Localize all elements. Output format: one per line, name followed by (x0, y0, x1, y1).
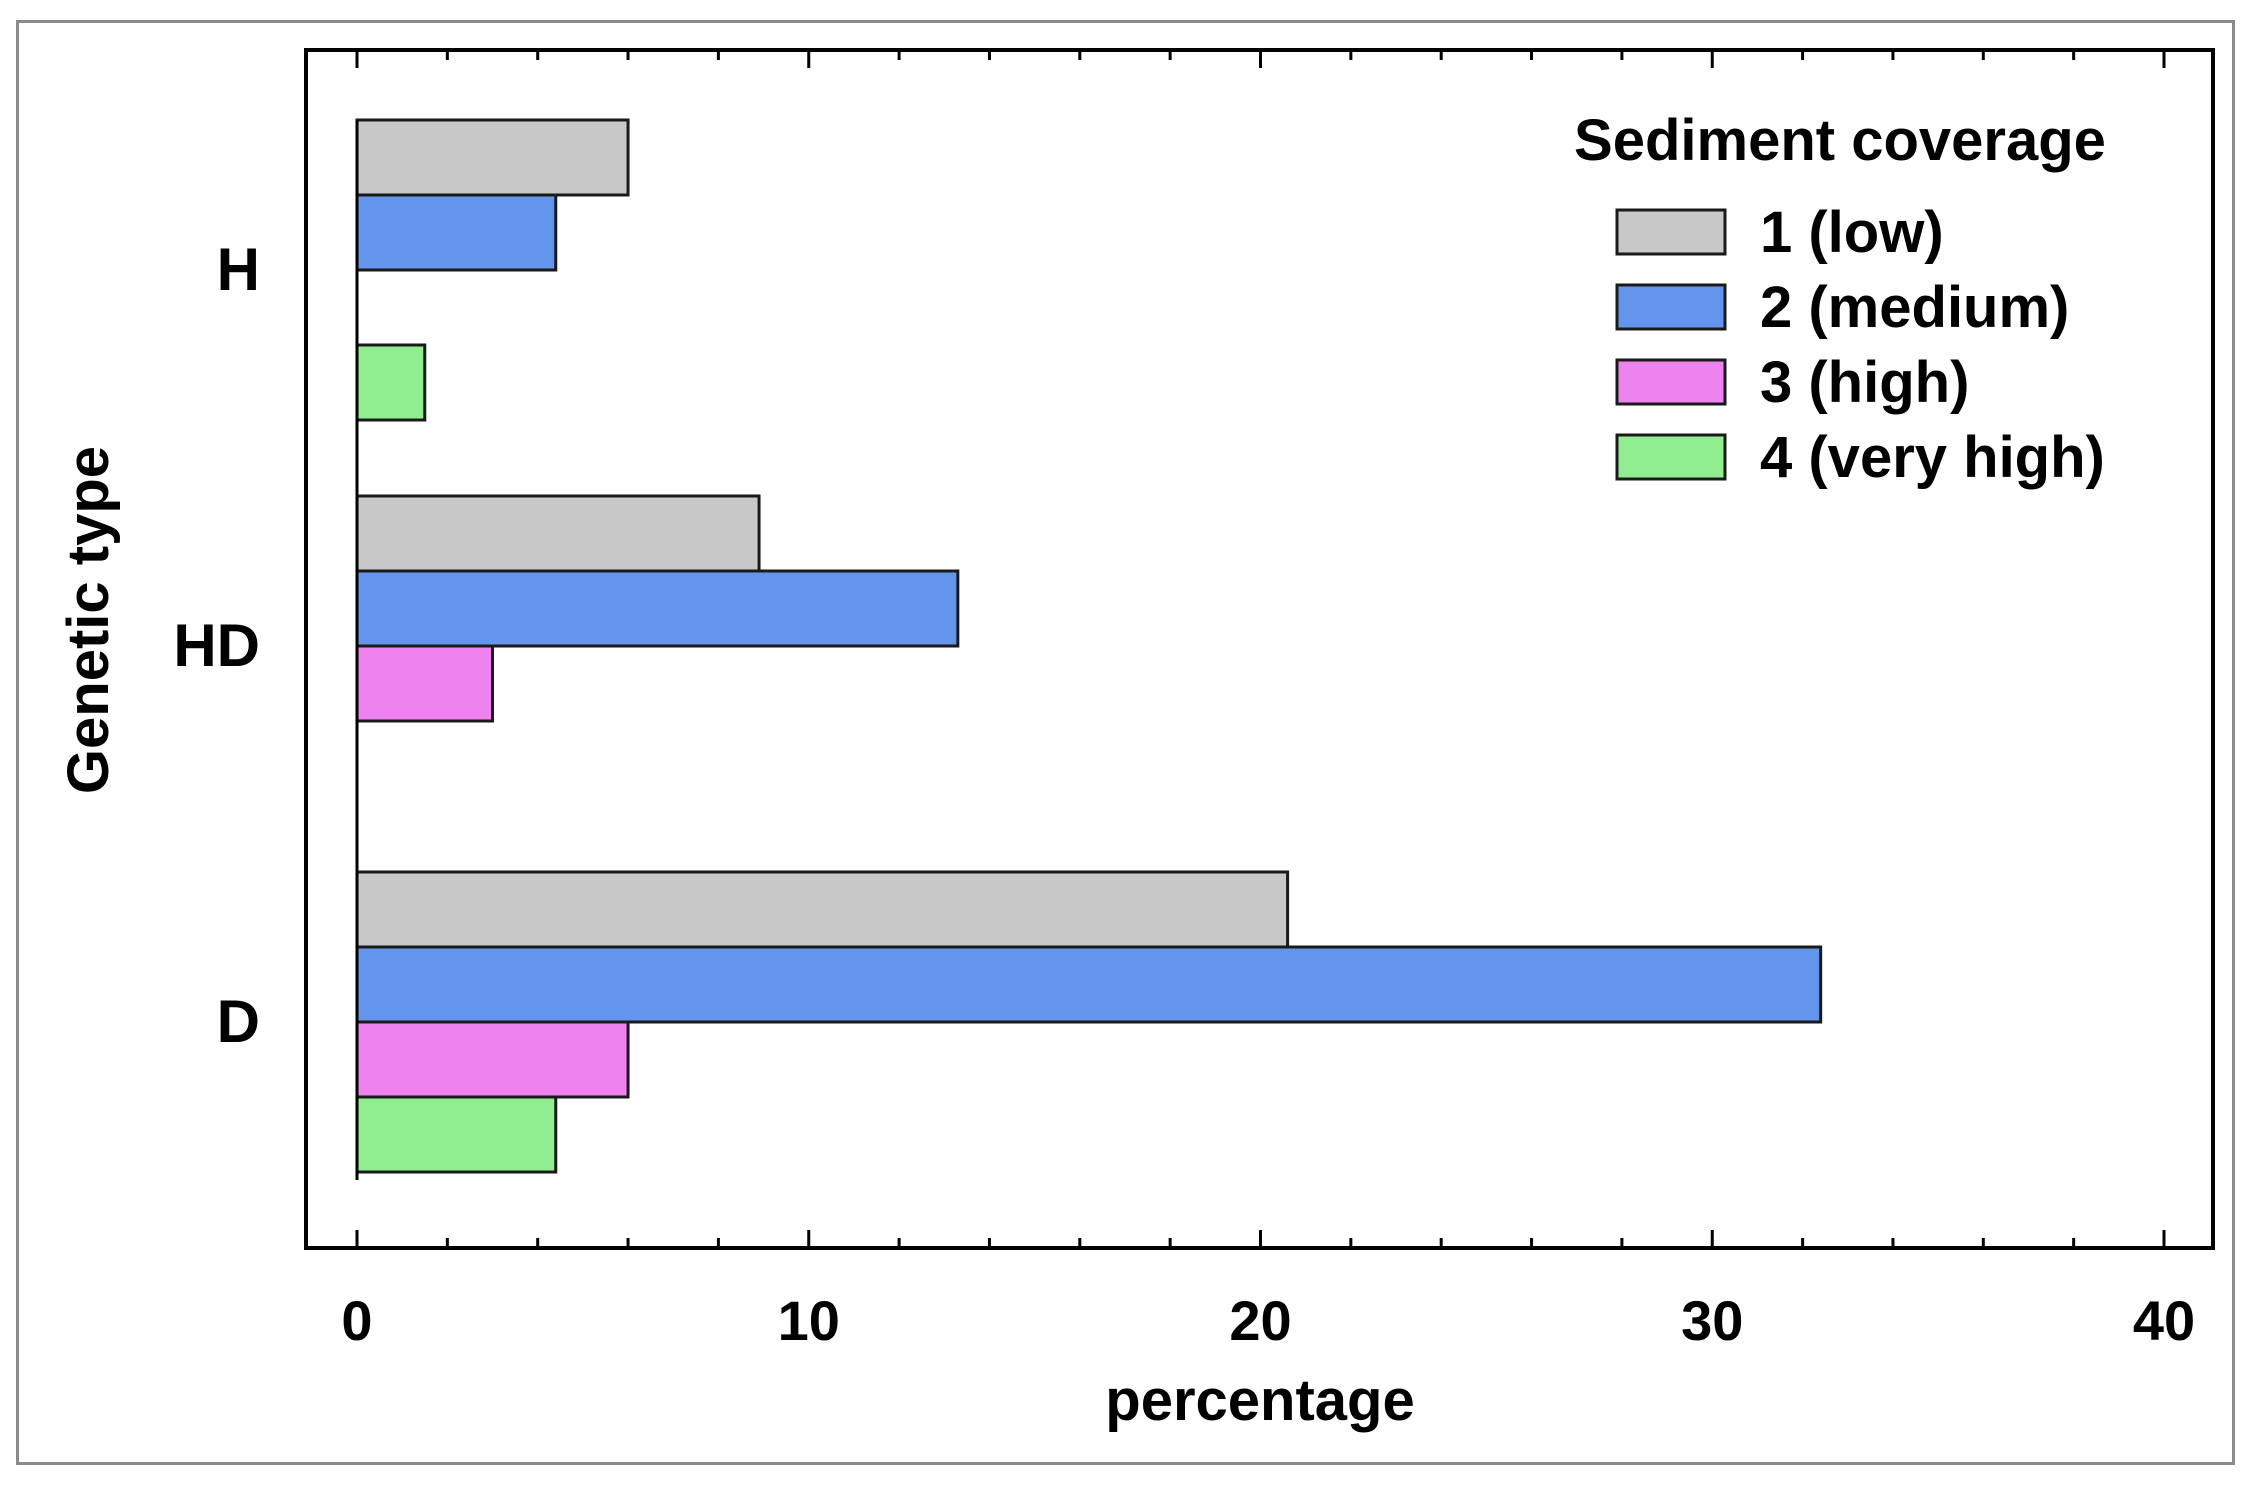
legend-items: 1 (low) 2 (medium) 3 (high) 4 (very high) (1615, 200, 2105, 490)
bar-d-series-4 (355, 1095, 558, 1174)
y-axis-title: Genetic type (56, 446, 121, 794)
y-category-label-d: D (217, 988, 260, 1055)
legend-label-3: 3 (high) (1760, 350, 1969, 415)
legend-swatch-1 (1615, 208, 1727, 256)
bars-layer (355, 118, 1823, 1174)
legend: Sediment coverage 1 (low) 2 (medium) 3 (hi… (1574, 108, 2106, 490)
y-category-label-h: H (217, 236, 260, 303)
bar-h-series-1 (355, 118, 630, 197)
bar-d-series-2 (355, 945, 1823, 1024)
x-tick-label-0: 0 (341, 1289, 372, 1352)
legend-title: Sediment coverage (1574, 108, 2106, 173)
x-tick-label-40: 40 (2133, 1289, 2195, 1352)
x-axis-title: percentage (1105, 1368, 1414, 1433)
legend-label-2: 2 (medium) (1760, 275, 2069, 340)
legend-swatch-3 (1615, 358, 1727, 406)
legend-swatch-4 (1615, 433, 1727, 481)
bar-hd-series-2 (355, 569, 960, 648)
category-labels: H HD D (173, 236, 260, 1055)
bar-d-series-1 (355, 870, 1290, 949)
x-tick-label-10: 10 (778, 1289, 840, 1352)
bar-h-series-2 (355, 193, 558, 272)
legend-label-4: 4 (very high) (1760, 425, 2105, 490)
x-tick-label-20: 20 (1229, 1289, 1291, 1352)
bar-hd-series-1 (355, 494, 761, 573)
y-category-label-hd: HD (173, 612, 260, 679)
bar-h-series-4 (355, 343, 427, 422)
bar-hd-series-3 (355, 644, 495, 723)
ticks-layer: 0 10 20 30 40 (341, 50, 2195, 1352)
x-tick-label-30: 30 (1681, 1289, 1743, 1352)
legend-label-1: 1 (low) (1760, 200, 1944, 265)
legend-swatch-2 (1615, 283, 1727, 331)
bar-d-series-3 (355, 1020, 630, 1099)
